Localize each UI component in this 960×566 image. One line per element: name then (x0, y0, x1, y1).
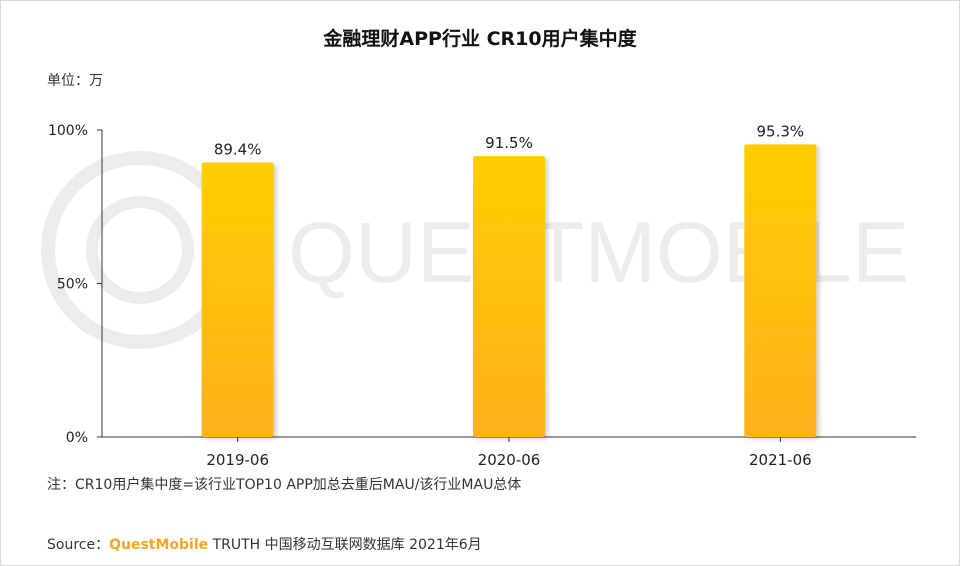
chart-title: 金融理财APP行业 CR10用户集中度 (323, 28, 637, 50)
x-tick-label: 2020-06 (478, 451, 541, 469)
bar (473, 156, 545, 437)
chart-note: 注：CR10用户集中度=该行业TOP10 APP加总去重后MAU/该行业MAU总… (47, 477, 522, 493)
x-tick-label: 2021-06 (749, 451, 812, 469)
watermark-logo-core (86, 196, 194, 304)
y-tick-label: 100% (48, 123, 88, 139)
source-rest: TRUTH 中国移动互联网数据库 2021年6月 (208, 537, 482, 553)
bar-value-label: 95.3% (757, 122, 805, 140)
source-brand: QuestMobile (109, 537, 209, 553)
source-prefix: Source： (47, 537, 110, 553)
bar (201, 162, 274, 438)
source-line: Source：QuestMobile TRUTH 中国移动互联网数据库 2021… (47, 534, 482, 554)
bar-value-label: 89.4% (214, 141, 262, 159)
labels: 89.4% 2019-06 91.5% 2020-06 95.3% 2021-06 (206, 122, 811, 469)
bars (201, 144, 817, 438)
unit-label: 单位：万 (47, 73, 103, 89)
x-tick-label: 2019-06 (206, 451, 269, 469)
y-tick-label: 0% (66, 430, 88, 446)
bar-value-label: 91.5% (485, 134, 533, 152)
bar (744, 144, 817, 437)
y-tick-label: 50% (57, 277, 88, 293)
